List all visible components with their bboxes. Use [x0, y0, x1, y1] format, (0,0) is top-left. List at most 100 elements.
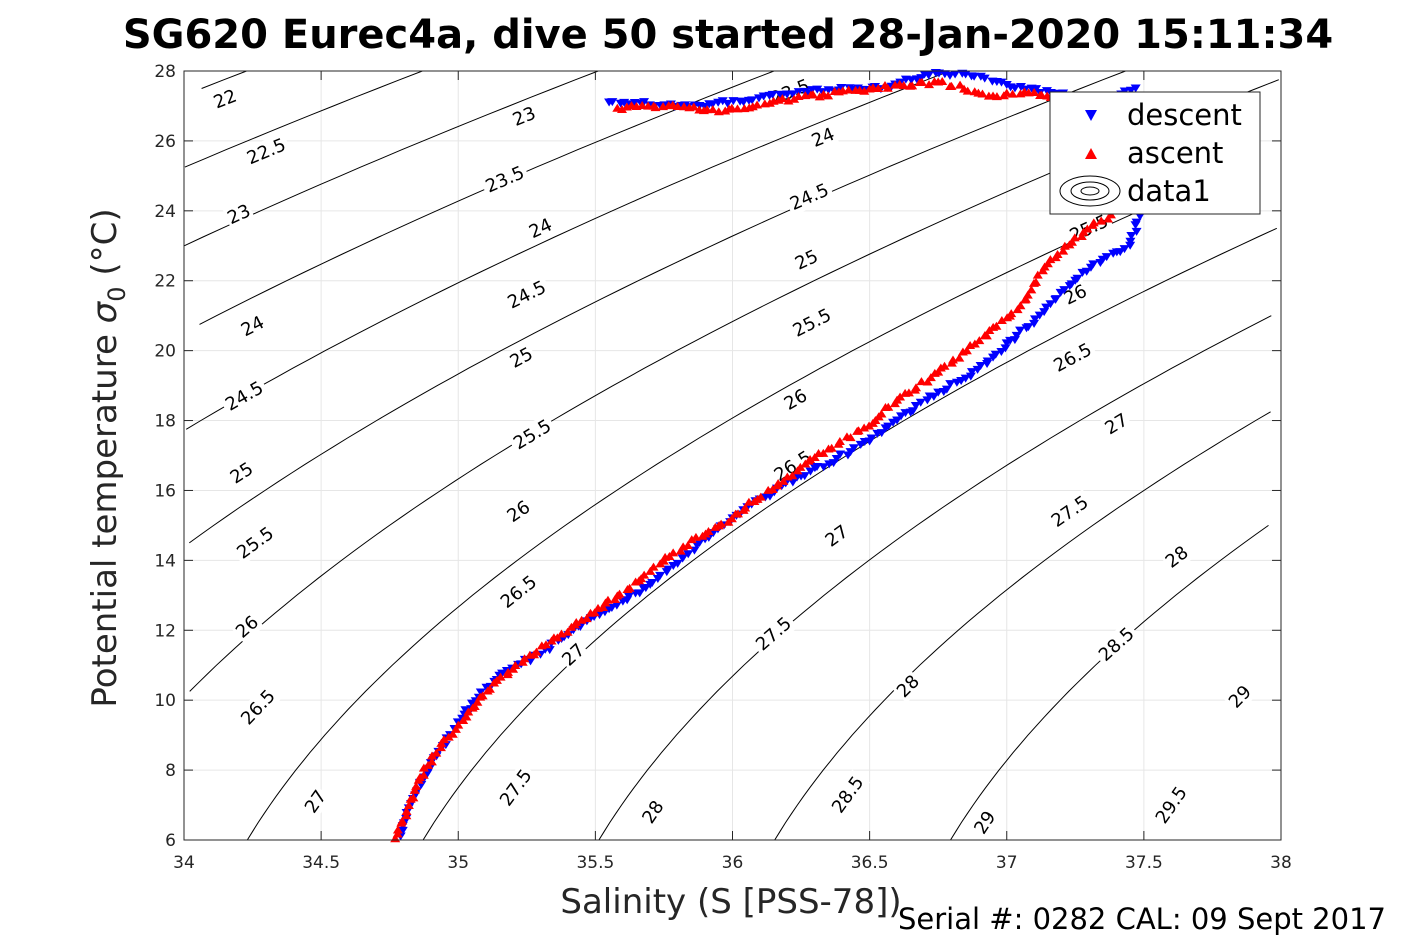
y-tick-label: 6 — [165, 831, 176, 851]
descent-point-interp — [481, 683, 492, 692]
descent-point — [1130, 84, 1141, 93]
ascent-point-interp — [957, 347, 968, 356]
descent-point — [672, 559, 683, 568]
descent-point-interp — [677, 554, 688, 563]
contour-line-28 — [422, 227, 1278, 841]
descent-point-interp — [835, 450, 846, 459]
descent-point-interp — [735, 97, 746, 106]
descent-point-interp — [647, 578, 658, 587]
legend-descent-label: descent — [1127, 98, 1242, 132]
ascent-point-interp — [1002, 313, 1013, 322]
ascent-point-interp — [929, 77, 940, 86]
x-axis-ticks: 34 34.5 35 35.5 36 36.5 37 37.5 38 — [173, 71, 1292, 873]
ascent-point-interp — [773, 95, 784, 104]
y-axis-ticks: 6 8 10 12 14 16 18 20 22 24 26 28 — [154, 62, 1281, 851]
contour-label-bg — [786, 302, 838, 343]
ascent-point-interp — [435, 743, 446, 752]
descent-point-interp — [1021, 324, 1032, 333]
ascent-point-interp — [954, 353, 965, 362]
contour-label-bg — [230, 609, 265, 644]
ascent-point-interp — [585, 608, 596, 617]
contour-label-bg — [1044, 489, 1095, 534]
y-tick-label: 24 — [154, 202, 176, 222]
descent-point-interp — [683, 550, 694, 559]
descent-point-interp — [872, 429, 883, 438]
ascent-point-interp — [630, 577, 641, 586]
descent-point-interp — [1101, 253, 1112, 262]
contour-label-bg — [479, 160, 531, 199]
contour-label-bg — [819, 519, 854, 553]
ascent-point-interp — [467, 703, 478, 712]
contour-label-bg — [968, 805, 1002, 840]
contour-label-bg — [504, 341, 538, 374]
descent-point-interp — [996, 348, 1007, 357]
contour-label-group: 24 — [524, 212, 557, 244]
ascent-point-interp — [697, 531, 708, 540]
descent-point-interp — [793, 88, 804, 97]
ascent-point-interp — [489, 678, 500, 687]
y-tick-label: 18 — [154, 412, 176, 432]
descent-point-interp — [1131, 227, 1142, 236]
y-tick-label: 28 — [154, 62, 176, 82]
x-tick-label: 36 — [722, 853, 744, 873]
ascent-point-interp — [409, 785, 420, 794]
descent-point-interp — [990, 350, 1001, 359]
ascent-point-interp — [694, 105, 705, 114]
descent-point-interp — [668, 561, 679, 570]
contour-label-bg — [208, 83, 242, 115]
ascent-point-interp — [924, 80, 935, 89]
contour-label-bg — [783, 177, 835, 217]
ascent-point-interp — [517, 657, 528, 666]
ascent-point-interp — [723, 517, 734, 526]
ascent-point-interp — [418, 763, 429, 772]
contour-label-bg — [1091, 620, 1141, 668]
contour-label-bg — [501, 494, 536, 528]
ascent-point-interp — [800, 459, 811, 468]
ascent-point-interp — [1050, 253, 1061, 262]
descent-point-interp — [728, 97, 739, 106]
contour-label-bg — [299, 784, 333, 819]
x-tick-label: 35.5 — [576, 853, 614, 873]
descent-point-interp — [397, 826, 408, 835]
ascent-point-interp — [996, 315, 1007, 324]
ascent-point-interp — [914, 78, 925, 87]
x-tick-label: 34 — [173, 853, 195, 873]
ascent-point-interp — [427, 751, 438, 760]
y-axis-label: Potential temperature σ0 (°C) — [85, 208, 131, 707]
ascent-point-interp — [663, 101, 674, 110]
ascent-point-interp — [614, 589, 625, 598]
contour-label-bg — [507, 101, 541, 132]
contour-label-bg — [493, 568, 544, 615]
y-tick-label: 20 — [154, 342, 176, 362]
descent-point-interp — [661, 568, 672, 577]
contour-label-bg — [790, 244, 823, 276]
ascent-point-interp — [843, 85, 854, 94]
ascent-point-interp — [609, 595, 620, 604]
descent-point-interp — [896, 412, 907, 421]
contour-label-bg — [556, 637, 591, 672]
contour-label-bg — [825, 769, 871, 820]
ascent-point-interp — [648, 562, 659, 571]
x-axis-label: Salinity (S [PSS-78]) — [560, 882, 901, 922]
x-tick-label: 34.5 — [302, 853, 340, 873]
ascent-point-interp — [710, 522, 721, 531]
contour-line-29 — [774, 411, 1271, 841]
descent-point-interp — [975, 72, 986, 81]
descent-point — [1125, 241, 1136, 250]
chart-title: SG620 Eurec4a, dive 50 started 28-Jan-20… — [123, 12, 1333, 58]
ascent-point-interp — [759, 99, 770, 108]
footer-serial-cal: Serial #: 0282 CAL: 09 Sept 2017 — [898, 902, 1386, 936]
y-tick-label: 26 — [154, 132, 176, 152]
descent-point-interp — [1041, 303, 1052, 312]
contour-label-bg — [891, 669, 925, 704]
ascent-point-interp — [800, 91, 811, 100]
ascent-point-interp — [945, 81, 956, 90]
ascent-point-interp — [1026, 285, 1037, 294]
ascent-point-interp — [929, 368, 940, 377]
descent-point-interp — [922, 396, 933, 405]
descent-point-interp — [1029, 315, 1040, 324]
ascent-point — [392, 825, 403, 834]
ascent-point-interp — [738, 505, 749, 514]
descent-point-interp — [775, 90, 786, 99]
ascent-point-interp — [401, 811, 412, 820]
